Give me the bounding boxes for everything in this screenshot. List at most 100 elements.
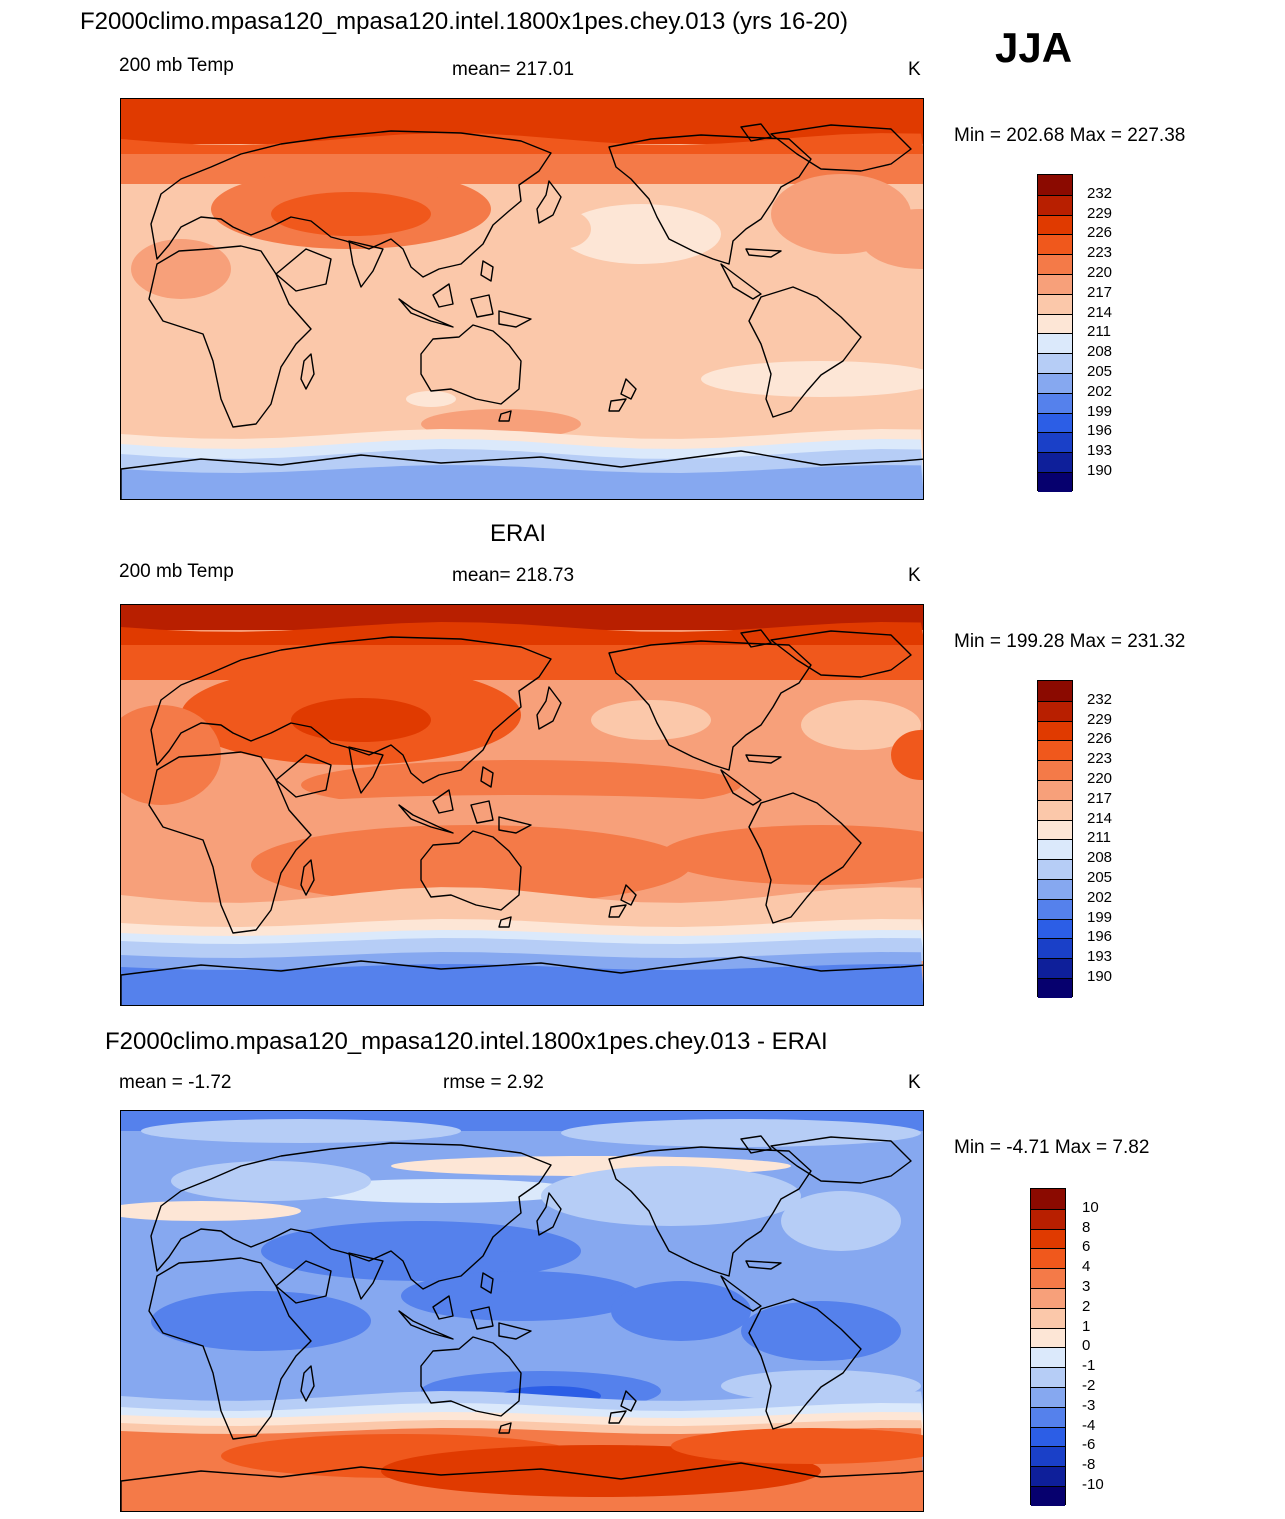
coastline [745, 754, 782, 764]
colorbar-swatch [1038, 720, 1072, 741]
coastline [470, 800, 494, 824]
colorbar-swatch [1031, 1248, 1065, 1269]
coastline [608, 1146, 812, 1277]
colorbar-swatch [1038, 839, 1072, 860]
colorbar-swatch [1038, 274, 1072, 294]
diff-field [301, 1179, 581, 1203]
panel3-units: K [908, 1072, 921, 1093]
diff-field [261, 1221, 581, 1281]
colorbar-swatch [1038, 392, 1072, 413]
coastline [150, 1142, 552, 1290]
diff-field [151, 1291, 371, 1351]
temp-field [121, 154, 923, 184]
coastline [470, 294, 494, 318]
temp-field [591, 700, 711, 740]
colorbar-swatch [1031, 1426, 1065, 1447]
coastline [608, 640, 812, 771]
colorbar-swatch [1031, 1327, 1065, 1348]
colorbar-label: -2 [1082, 1377, 1096, 1394]
colorbar-swatch [1038, 432, 1072, 453]
panel3-title: F2000climo.mpasa120_mpasa120.intel.1800x… [105, 1028, 828, 1055]
figure-title: F2000climo.mpasa120_mpasa120.intel.1800x… [80, 8, 849, 35]
colorbar-swatch [1038, 234, 1072, 255]
colorbar-swatch [1038, 373, 1072, 393]
coastline [420, 1336, 522, 1417]
panel1-units: K [908, 59, 921, 80]
colorbar-swatch [1038, 978, 1072, 998]
coastline [745, 248, 782, 258]
panel1-map [120, 98, 924, 500]
coastline [720, 1275, 762, 1312]
colorbar-label: 229 [1087, 204, 1113, 222]
colorbar-swatch [1031, 1347, 1065, 1368]
coastline [470, 1306, 494, 1330]
temp-field [861, 209, 923, 269]
colorbar-label: 199 [1087, 908, 1113, 926]
coastline [498, 310, 532, 328]
season-label: JJA [995, 24, 1073, 71]
temp-field [121, 133, 923, 159]
colorbar-label: 232 [1087, 690, 1113, 708]
coastline [398, 804, 454, 834]
temp-field [291, 698, 431, 742]
coastline [275, 248, 332, 292]
temp-field [891, 730, 923, 780]
coastline [420, 324, 522, 405]
colorbar-swatch [1038, 412, 1072, 433]
coastline [536, 686, 562, 730]
diff-field [741, 1301, 901, 1361]
coastline [348, 746, 384, 794]
colorbar-swatch [1038, 938, 1072, 959]
colorbar-label: 229 [1087, 710, 1113, 728]
panel2-minmax: Min = 199.28 Max = 231.32 [954, 631, 1186, 652]
colorbar-label: 6 [1082, 1238, 1091, 1256]
diff-field [401, 1271, 641, 1321]
temp-field [121, 645, 923, 680]
colorbar-swatch [1031, 1228, 1065, 1249]
temp-field [121, 705, 221, 805]
coastline [720, 769, 762, 806]
colorbar-swatch [1031, 1208, 1065, 1229]
colorbar-swatch [1038, 353, 1072, 373]
colorbar-swatch [1031, 1288, 1065, 1308]
coastline [745, 1260, 782, 1270]
diff-field [781, 1191, 901, 1251]
diff-field [671, 1428, 923, 1464]
panel2-map [120, 604, 924, 1006]
panel2-title: ERAI [490, 520, 547, 547]
coastline [275, 754, 332, 798]
temp-field [121, 622, 923, 647]
colorbar-swatch [1038, 175, 1072, 195]
panel3-rmse-label: rmse = 2.92 [443, 1072, 544, 1093]
colorbar-swatch [1031, 1367, 1065, 1387]
coastline [480, 260, 494, 282]
map-svg [121, 605, 923, 1005]
colorbar-swatch [1038, 859, 1072, 879]
coastline [620, 884, 637, 906]
colorbar-box [1037, 174, 1073, 492]
colorbar-label: 1 [1082, 1317, 1091, 1335]
colorbar-swatch [1038, 700, 1072, 721]
coastline [348, 1252, 384, 1300]
coastline [432, 789, 454, 814]
diff-field [141, 1119, 461, 1143]
coastline [536, 180, 562, 224]
colorbar-box [1037, 680, 1073, 998]
map-svg [121, 99, 923, 499]
colorbar-label: 2 [1082, 1297, 1091, 1315]
colorbar-label: -3 [1082, 1396, 1096, 1414]
colorbar-label: 193 [1087, 442, 1113, 460]
colorbar-label: 208 [1087, 343, 1113, 361]
colorbar-label: 211 [1087, 323, 1111, 341]
colorbar-swatch [1038, 681, 1072, 701]
coastline [348, 240, 384, 288]
colorbar-label: 3 [1082, 1278, 1091, 1295]
colorbar-label: 10 [1082, 1198, 1099, 1216]
colorbar-swatch [1031, 1307, 1065, 1328]
diff-field [561, 1119, 921, 1147]
diff-field [171, 1161, 371, 1201]
diff-field [611, 1281, 751, 1341]
temp-field [271, 192, 431, 236]
temp-field [221, 795, 821, 835]
coastline [608, 398, 627, 412]
